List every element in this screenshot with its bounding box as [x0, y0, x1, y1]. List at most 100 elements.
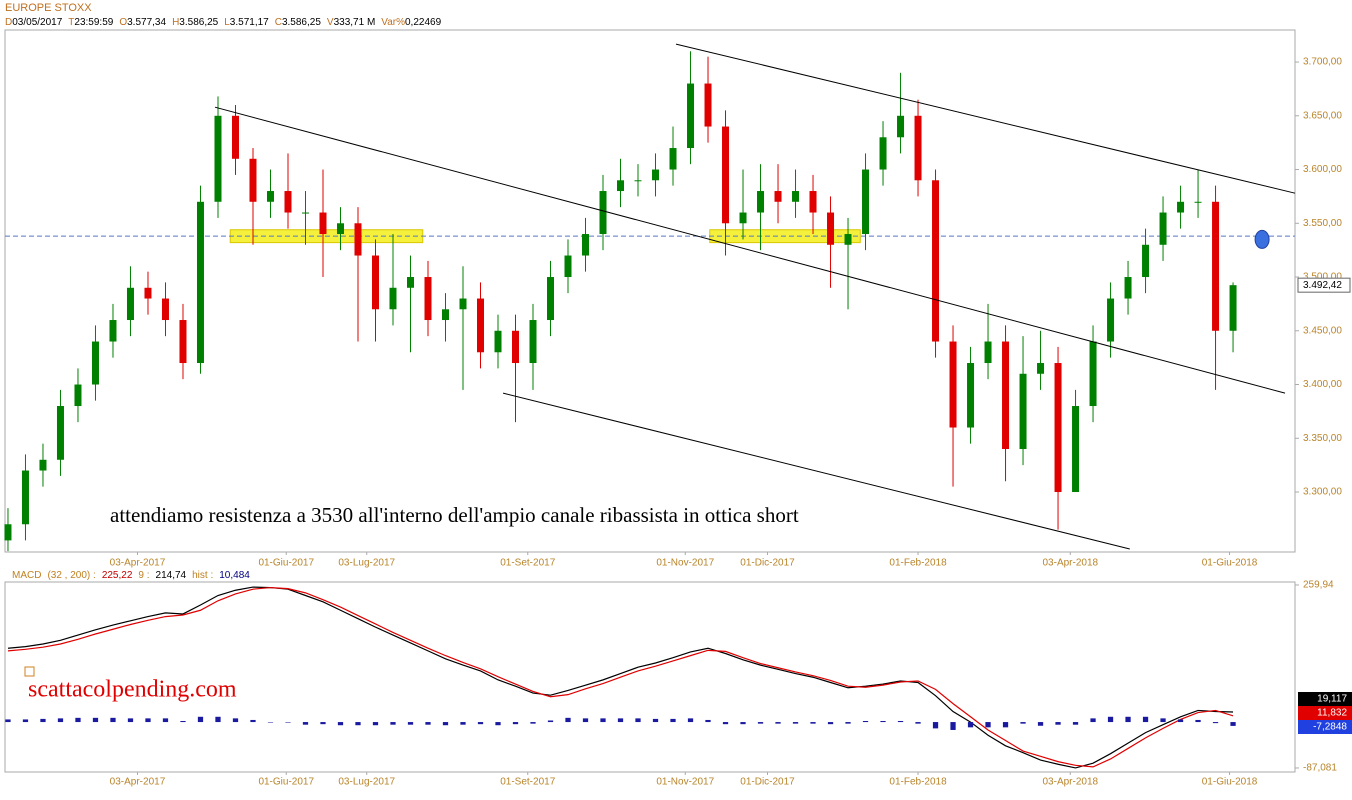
hist-bar: [845, 722, 851, 724]
candle-body: [1002, 341, 1010, 450]
hist-bar: [390, 722, 396, 725]
x-tick-label: 01-Giu-2018: [1202, 558, 1258, 569]
hist-bar: [1107, 716, 1114, 723]
candle-body: [1089, 341, 1097, 407]
hist-bar: [967, 722, 974, 728]
candle-body: [1229, 285, 1237, 331]
candle-body: [1142, 244, 1150, 278]
hist-bar: [582, 718, 589, 723]
macd-header-item: MACD: [12, 570, 41, 581]
field-label: D: [5, 17, 12, 28]
macd-header-item: 9 :: [138, 570, 149, 581]
candle-body: [1054, 363, 1062, 493]
field-value: 3.571,17: [230, 17, 269, 28]
candle-body: [39, 459, 47, 471]
x-tick-label: 01-Feb-2018: [889, 558, 947, 569]
hist-bar: [442, 722, 449, 726]
hist-bar: [1125, 716, 1131, 723]
hist-bar: [862, 721, 869, 723]
trend-line: [214, 106, 1286, 394]
hist-bar: [180, 721, 186, 723]
macd-panel: [4, 581, 1296, 773]
candle-body: [231, 115, 239, 159]
last-value-label: 11,832: [1317, 708, 1347, 719]
candle-body: [792, 191, 800, 202]
last-value-box: [1298, 692, 1352, 706]
hist-bar: [792, 722, 799, 724]
hist-bar: [267, 722, 274, 723]
candle-body: [862, 169, 870, 235]
hist-bar: [827, 722, 834, 725]
instrument-title: EUROPE STOXX: [5, 2, 92, 14]
candle-body: [774, 191, 782, 202]
y-tick-label: 3.600,00: [1303, 164, 1342, 175]
candle-body: [389, 287, 397, 310]
hist-bar: [932, 722, 939, 729]
candle-body: [91, 341, 99, 385]
field-value: 3.577,34: [127, 17, 166, 28]
price-panel: [4, 29, 1296, 553]
hist-bar: [1142, 716, 1149, 723]
macd-header-item: hist :: [192, 570, 213, 581]
macd-header-item: 214,74: [156, 570, 187, 581]
hist-bar: [75, 717, 81, 723]
hist-bar: [512, 722, 519, 725]
hist-bar: [617, 718, 624, 723]
candle-body: [739, 212, 747, 224]
hist-bar: [687, 718, 694, 723]
candle-body: [949, 341, 957, 428]
watermark-icon: [24, 666, 35, 677]
x-tick-label: 01-Giu-2017: [258, 558, 314, 569]
hist-bar: [897, 721, 904, 723]
hist-bar: [547, 720, 554, 723]
macd-header-item: 225,22: [102, 570, 133, 581]
last-value-label: 19,117: [1317, 694, 1347, 705]
candle-body: [1124, 277, 1132, 299]
y-tick-label: 3.400,00: [1303, 379, 1342, 390]
hist-bar: [215, 716, 221, 723]
candle-body: [582, 234, 590, 256]
hist-bar: [110, 717, 116, 723]
field-label: V: [327, 17, 334, 28]
field-value: 23:59:59: [74, 17, 113, 28]
candle-body: [722, 126, 730, 224]
hist-bar: [1002, 722, 1009, 728]
candle-body: [144, 287, 152, 299]
hist-bar: [1020, 722, 1026, 724]
hist-bar: [1195, 719, 1201, 723]
candle-body: [109, 320, 117, 342]
field-value: 3.586,25: [179, 17, 218, 28]
hist-bar: [652, 718, 659, 723]
hist-bar: [232, 718, 239, 723]
candle-body: [1194, 201, 1202, 203]
candle-body: [1107, 298, 1115, 342]
last-value-box: [1298, 720, 1352, 734]
y-tick-label: 3.700,00: [1303, 57, 1342, 68]
y-tick-label: 3.450,00: [1303, 325, 1342, 336]
candle-body: [564, 255, 572, 278]
trend-line: [675, 43, 1296, 194]
target-marker: [1254, 229, 1270, 249]
field-label: C: [275, 17, 282, 28]
x-tick-label: 01-Nov-2017: [656, 777, 714, 788]
y-tick-label: 3.300,00: [1303, 487, 1342, 498]
hist-bar: [705, 719, 711, 723]
candle-body: [844, 234, 852, 245]
candle-body: [617, 180, 625, 192]
hist-bar: [1055, 722, 1061, 725]
hist-bar: [757, 722, 764, 724]
candle-body: [319, 212, 327, 235]
x-tick-label: 01-Set-2017: [500, 777, 555, 788]
candle-body: [161, 298, 169, 321]
candle-body: [74, 384, 82, 407]
candle-body: [512, 330, 520, 364]
macd-header-item: 10,484: [219, 570, 250, 581]
hist-bar: [1212, 722, 1219, 724]
last-price-label: 3.492,42: [1303, 280, 1342, 291]
candle-body: [634, 180, 642, 182]
hist-bar: [197, 716, 204, 723]
field-label: L: [224, 17, 230, 28]
hist-bar: [92, 717, 99, 723]
hist-bar: [915, 722, 921, 724]
